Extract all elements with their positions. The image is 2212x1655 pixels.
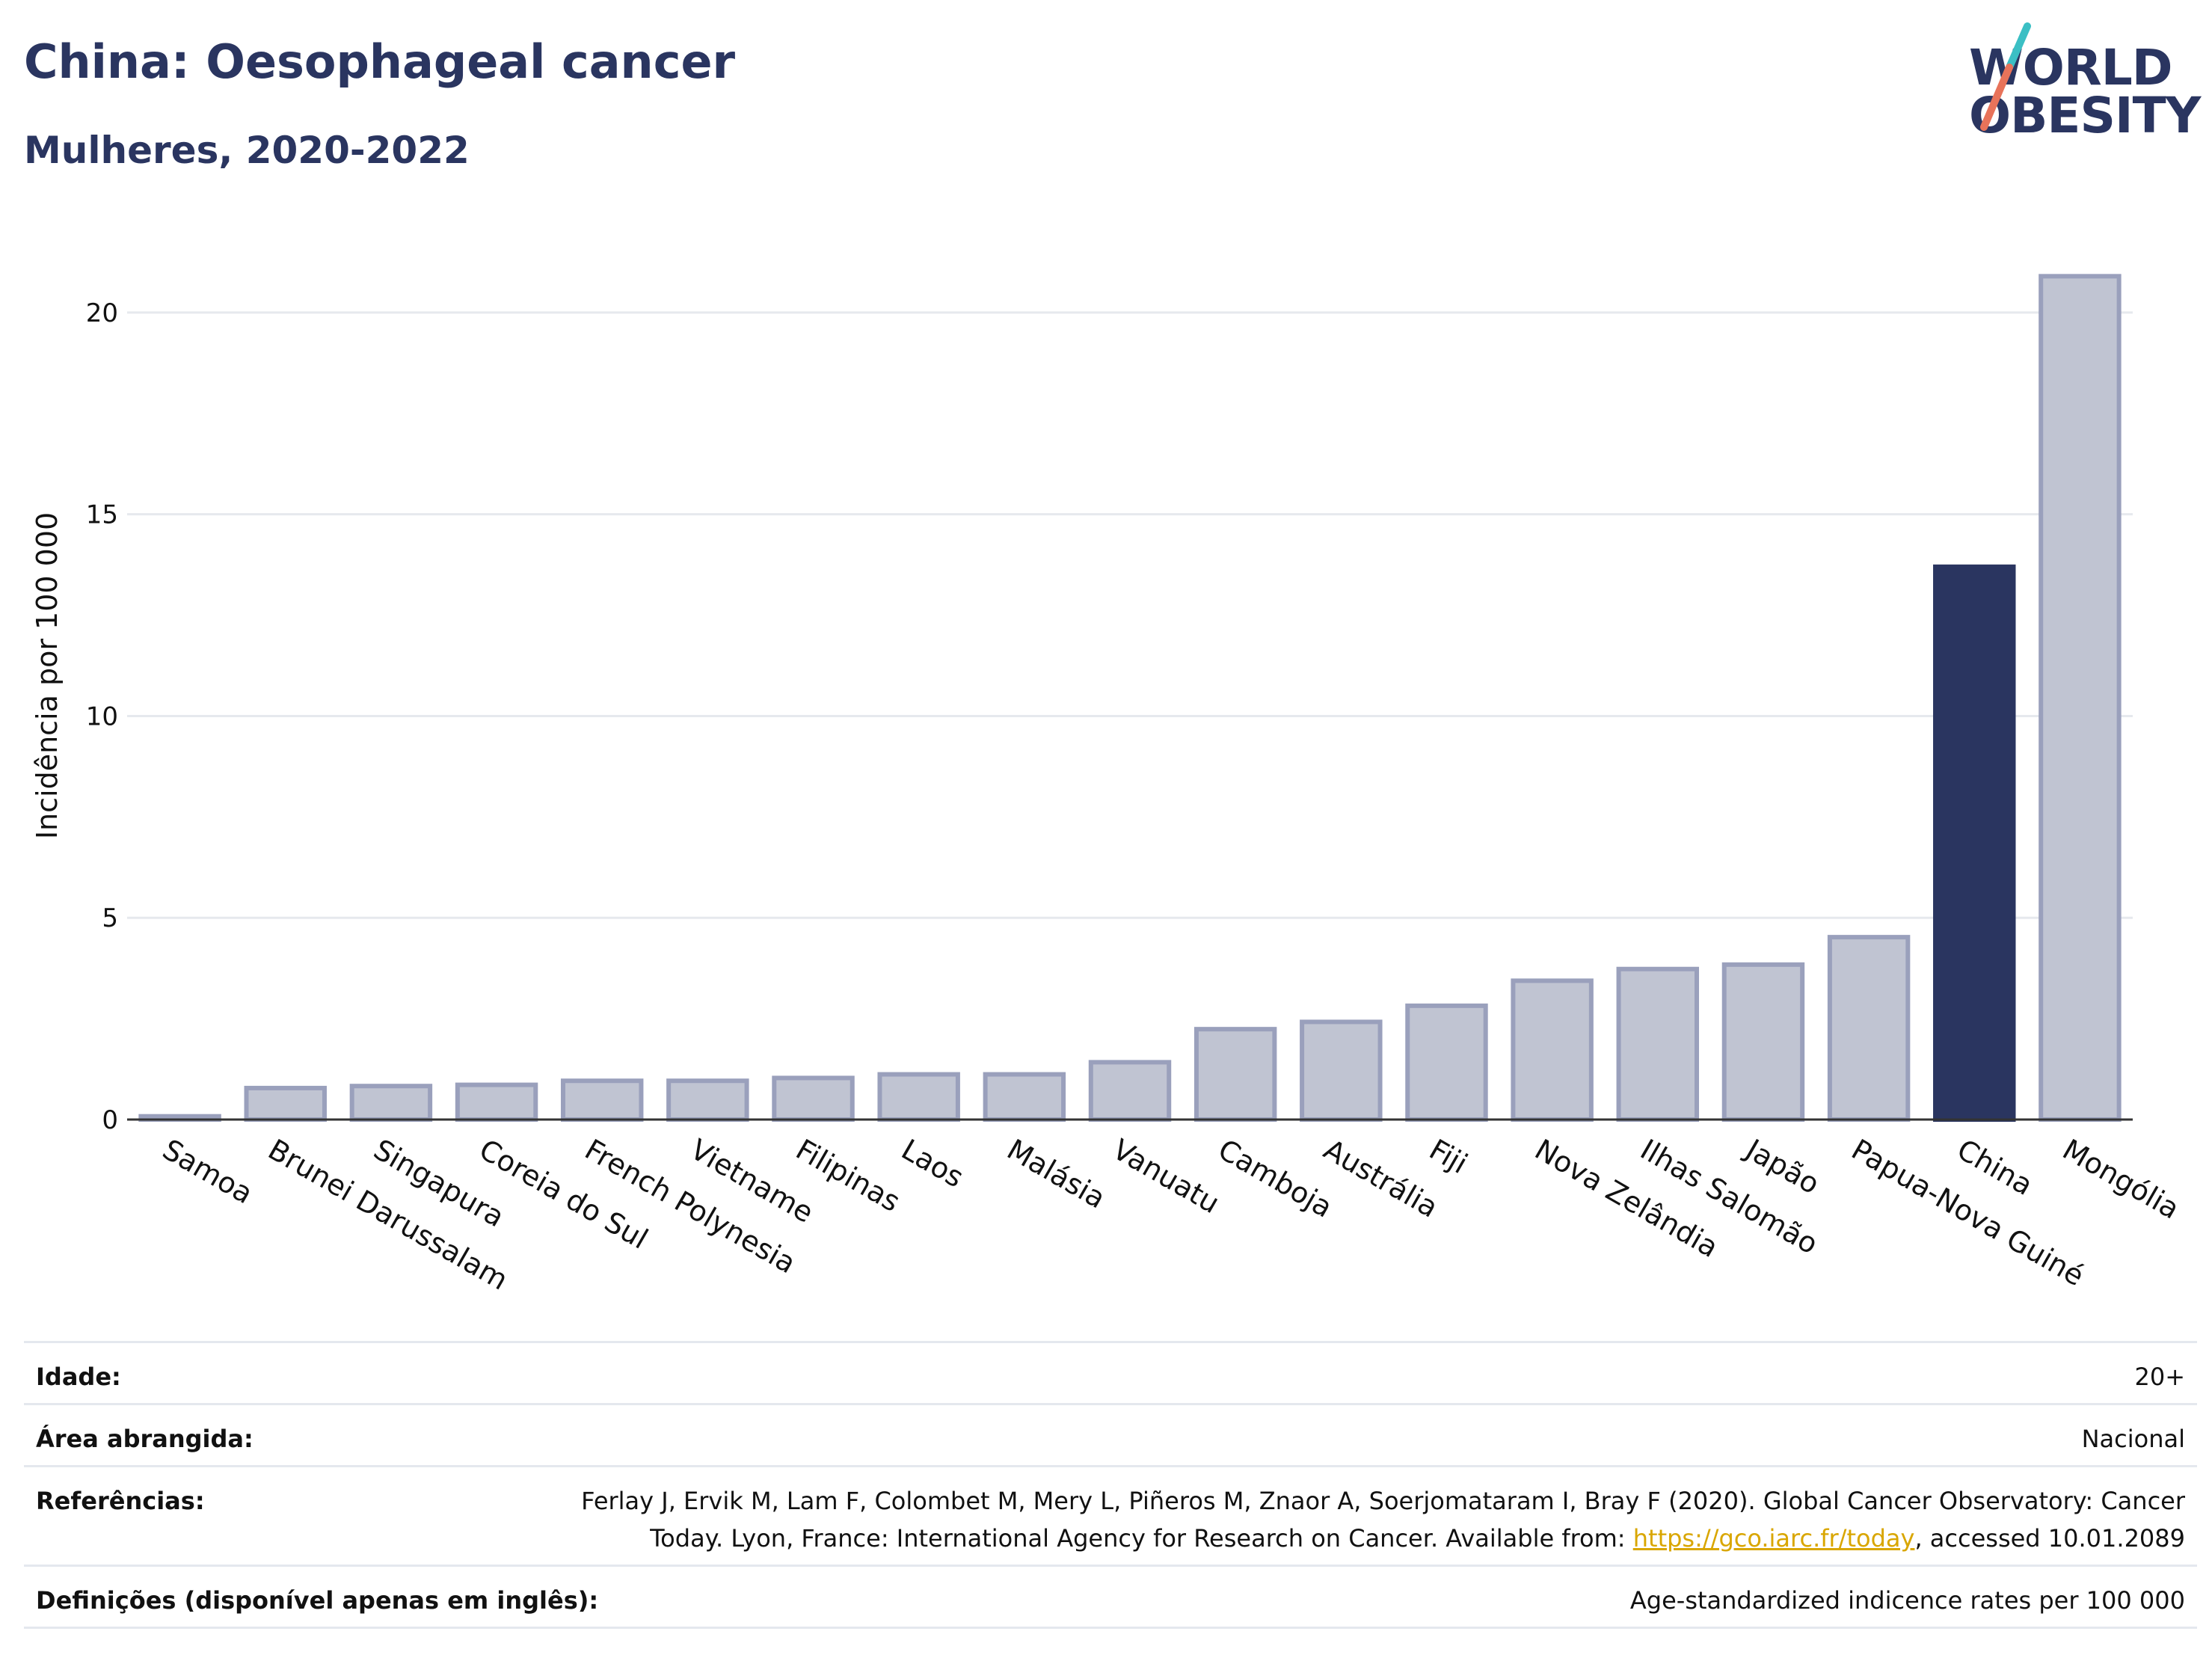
footer-definitions-value: Age-standardized indicence rates per 100… <box>1629 1586 2185 1615</box>
footer-age-value: 20+ <box>2134 1363 2185 1391</box>
bar-18 <box>2039 274 2122 1123</box>
bar-2 <box>349 1084 433 1123</box>
bar-13 <box>1511 978 1594 1122</box>
x-tick-label: Nova Zelândia <box>1529 1133 1724 1265</box>
footer-age-label: Idade: <box>36 1363 121 1391</box>
x-tick-label: Mongólia <box>2057 1133 2185 1226</box>
reference-line-1: Ferlay J, Ervik M, Lam F, Colombet M, Me… <box>581 1487 2185 1515</box>
x-tick-label: Ilhas Salomão <box>1635 1133 1823 1261</box>
chart-title: China: Oesophageal cancer <box>24 34 736 89</box>
bar-8 <box>983 1072 1066 1123</box>
footer-area-value: Nacional <box>2081 1425 2185 1453</box>
footer-area-label: Área abrangida: <box>36 1425 254 1453</box>
reference-link[interactable]: https://gco.iarc.fr/today <box>1632 1524 1915 1553</box>
bar-6 <box>772 1075 855 1122</box>
y-tick-label: 5 <box>102 903 118 933</box>
footer-definitions-label: Definições (disponível apenas em inglês)… <box>36 1586 599 1615</box>
bar-3 <box>455 1082 538 1123</box>
reference-line-2-post: , accessed 10.01.2089 <box>1914 1524 2185 1553</box>
bar-7 <box>877 1072 960 1123</box>
footer-row-references: Referências: Ferlay J, Ervik M, Lam F, C… <box>24 1465 2197 1565</box>
world-obesity-logo: WORLD OBESITY <box>1948 22 2202 157</box>
bar-4 <box>560 1078 644 1122</box>
x-tick-label: Samoa <box>157 1133 258 1211</box>
bar-10 <box>1193 1027 1277 1123</box>
y-axis-label: Incidência por 100 000 <box>31 512 64 839</box>
bar-14 <box>1616 966 1700 1122</box>
footer-row-area: Área abrangida: Nacional <box>24 1403 2197 1465</box>
bar-17 <box>1933 564 2016 1122</box>
logo-line-2: OBESITY <box>1969 87 2201 144</box>
y-tick-label: 10 <box>86 701 118 731</box>
chart-footer: Idade: 20+ Área abrangida: Nacional Refe… <box>24 1341 2197 1629</box>
bar-16 <box>1827 935 1911 1122</box>
x-tick-label: Fiji <box>1424 1133 1473 1180</box>
footer-row-definitions: Definições (disponível apenas em inglês)… <box>24 1565 2197 1629</box>
logo-slash-icon <box>1980 22 2031 131</box>
footer-row-age: Idade: 20+ <box>24 1341 2197 1403</box>
bar-12 <box>1405 1003 1488 1122</box>
reference-line-2: Today. Lyon, France: International Agenc… <box>581 1520 2185 1557</box>
y-tick-label: 20 <box>86 298 118 328</box>
footer-references-value: Ferlay J, Ervik M, Lam F, Colombet M, Me… <box>581 1482 2185 1557</box>
x-tick-label: Malásia <box>1001 1133 1110 1215</box>
x-tick-label: Austrália <box>1318 1133 1444 1224</box>
x-tick-label: Camboja <box>1213 1133 1339 1224</box>
y-tick-label: 15 <box>86 500 118 530</box>
x-tick-label: Vanuatu <box>1107 1133 1226 1220</box>
bar-11 <box>1300 1019 1383 1123</box>
chart-subtitle: Mulheres, 2020-2022 <box>24 129 470 172</box>
x-tick-label: Laos <box>896 1133 969 1194</box>
reference-line-2-pre: Today. Lyon, France: International Agenc… <box>650 1524 1633 1553</box>
y-tick-label: 0 <box>102 1105 118 1135</box>
bar-9 <box>1088 1060 1172 1122</box>
bar-1 <box>244 1085 327 1122</box>
footer-references-label: Referências: <box>36 1487 205 1515</box>
bar-5 <box>666 1078 749 1122</box>
bar-15 <box>1721 962 1805 1123</box>
